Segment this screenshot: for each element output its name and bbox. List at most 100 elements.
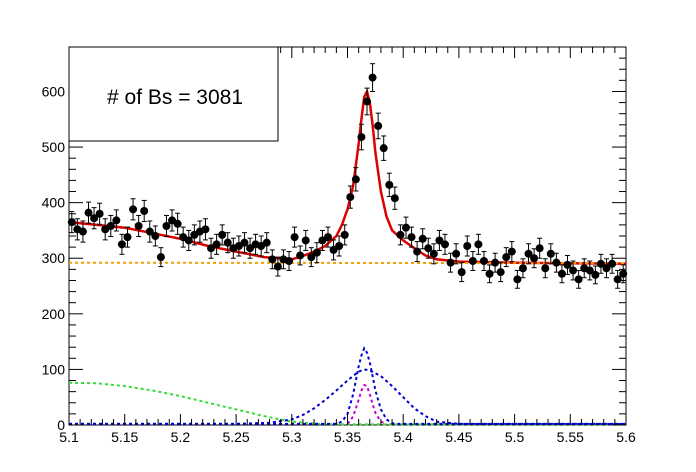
data-point [424,244,433,253]
data-point [407,233,416,242]
data-point [491,258,500,267]
data-point [379,144,388,153]
data-point [357,133,366,142]
data-point [435,236,444,245]
data-point [602,264,611,273]
x-tick-label: 5.2 [171,429,191,445]
data-point [212,240,221,249]
data-point [112,216,121,225]
data-point [468,257,477,266]
data-point [479,257,488,266]
x-tick-label: 5.5 [505,429,525,445]
data-point [218,230,227,239]
data-point [151,232,160,240]
data-point [368,73,377,82]
y-tick-label: 600 [42,83,66,99]
data-point [285,257,294,266]
data-point [591,270,600,279]
data-point [546,249,555,258]
data-point [385,180,394,189]
data-point [613,275,622,284]
data-point [502,253,511,262]
data-point [608,259,617,268]
x-tick-label: 5.4 [393,429,413,445]
stats-box: # of Bs = 3081 [68,46,279,142]
data-point [569,266,578,275]
data-point [524,249,533,258]
data-point [95,209,104,218]
data-point [463,242,472,251]
data-point [223,238,232,247]
y-tick-label: 200 [42,306,66,322]
data-point [401,223,410,232]
data-point [156,253,165,262]
y-tick-label: 500 [42,139,66,155]
data-point [123,233,132,242]
data-point [246,244,255,253]
data-point [273,262,282,271]
y-tick-label: 0 [57,417,65,433]
x-tick-label: 5.55 [557,429,584,445]
data-point [530,254,539,263]
data-point [541,264,550,273]
fit-curve-peak-gaussian [346,383,387,425]
data-point [90,214,99,223]
data-point [396,230,405,239]
data-point [374,121,383,130]
x-tick-label: 5.3 [282,429,302,445]
data-point [452,249,461,258]
data-point [324,233,333,242]
data-point [335,242,344,251]
data-point [552,258,561,267]
data-point [134,221,143,230]
data-point [329,245,338,254]
data-points [67,63,628,289]
data-point [557,269,566,278]
x-tick-label: 5.25 [222,429,249,445]
data-point [390,194,399,203]
data-point [585,266,594,275]
fit-curve-flat-background [68,261,627,265]
data-point [535,244,544,253]
data-point [619,269,628,278]
data-point [596,259,605,268]
data-point [446,258,455,267]
data-point [173,219,182,228]
data-point [440,240,449,249]
data-point [457,268,466,277]
data-point [474,240,483,249]
data-point [78,227,87,236]
data-point [290,233,299,242]
x-tick-label: 5.1 [59,429,79,445]
data-point [362,97,371,106]
data-point [418,234,427,243]
data-point [307,253,316,262]
data-point [496,268,505,277]
stats-box-text: # of Bs = 3081 [107,86,243,109]
data-point [84,208,93,217]
data-point [117,240,126,249]
x-tick-label: 5.35 [334,429,361,445]
data-point [106,221,115,230]
data-point [129,205,138,214]
y-tick-label: 300 [42,250,66,266]
stats-box-frame [68,46,279,142]
data-point [162,221,171,230]
data-point [429,249,438,258]
data-point [268,255,277,264]
data-point [518,264,527,273]
data-point [563,260,572,269]
data-point [513,275,522,284]
y-tick-label: 400 [42,195,66,211]
data-point [240,238,249,247]
data-point [262,238,271,247]
fit-curve-wide-gaussian [69,368,626,425]
data-point [184,236,193,245]
data-point [301,236,310,245]
data-point [351,175,360,184]
data-point [574,275,583,284]
data-point [145,227,154,236]
y-tick-label: 100 [42,361,66,377]
data-point [340,230,349,239]
